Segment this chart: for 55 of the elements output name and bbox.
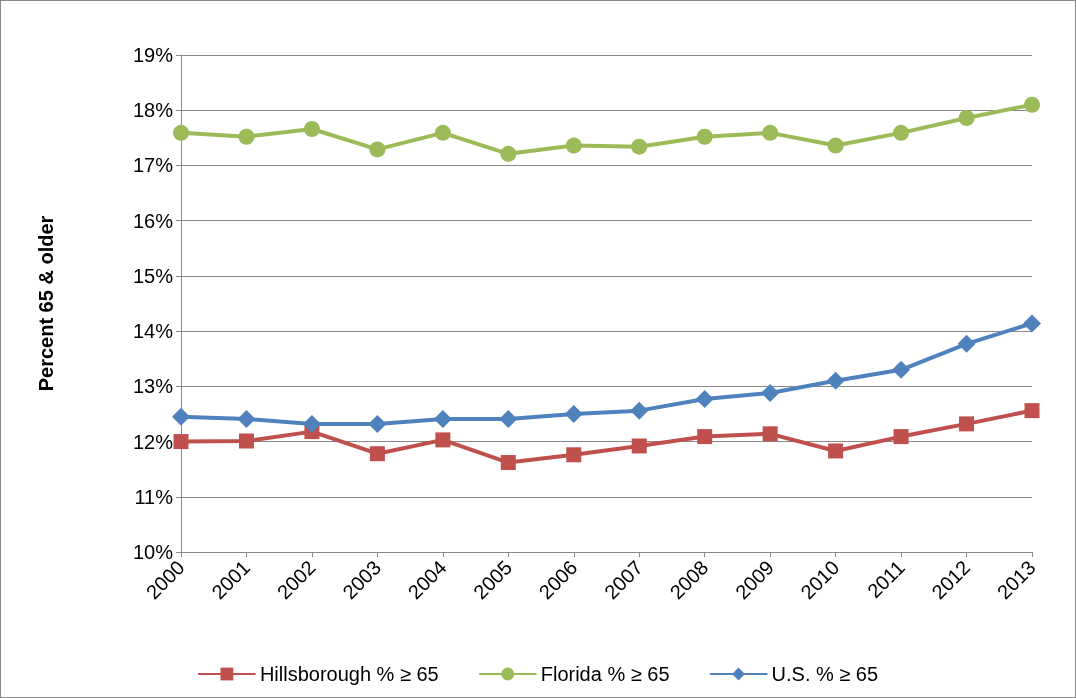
point — [957, 334, 976, 353]
point — [303, 121, 320, 137]
point — [238, 433, 254, 449]
point — [893, 429, 909, 445]
y-tick-label: 14% — [132, 320, 174, 343]
legend-label: U.S. % ≥ 65 — [771, 663, 879, 685]
point — [434, 124, 451, 141]
y-tick-label: 13% — [132, 375, 174, 398]
legend-label: Florida % ≥ 65 — [540, 663, 670, 685]
point — [827, 137, 844, 154]
legend-label: Hillsborough % ≥ 65 — [259, 663, 439, 685]
point — [959, 416, 975, 432]
y-tick-label: 16% — [132, 209, 174, 232]
point — [237, 409, 256, 428]
point — [369, 141, 386, 158]
point — [172, 407, 190, 426]
point — [368, 414, 387, 433]
y-tick-label: 11% — [134, 485, 174, 508]
point — [173, 124, 189, 141]
y-axis-title: Percent 65 & older — [35, 215, 57, 392]
y-tick-label: 17% — [132, 154, 174, 177]
point — [762, 426, 778, 442]
point — [500, 455, 516, 471]
point — [630, 401, 649, 420]
point — [631, 138, 648, 155]
point — [369, 446, 385, 462]
y-tick-label: 10% — [132, 541, 174, 563]
point — [631, 438, 647, 454]
point — [826, 371, 845, 390]
point — [761, 383, 780, 402]
point — [566, 447, 582, 463]
y-tick-label: 19% — [132, 44, 174, 66]
point — [892, 360, 911, 379]
point — [1024, 403, 1040, 419]
point — [1024, 96, 1040, 113]
y-tick-label: 18% — [132, 99, 174, 122]
point — [435, 432, 451, 448]
y-tick-label: 12% — [132, 430, 174, 453]
point — [500, 145, 517, 162]
point — [1023, 314, 1041, 333]
point — [238, 128, 255, 145]
point — [564, 404, 583, 423]
point — [695, 390, 714, 409]
point — [173, 434, 189, 450]
y-tick-label: 15% — [132, 264, 174, 287]
point — [697, 429, 713, 445]
point — [499, 409, 518, 428]
point — [828, 443, 844, 459]
point — [958, 109, 975, 126]
point — [762, 124, 779, 141]
point — [565, 137, 582, 154]
point — [302, 414, 321, 433]
point — [893, 124, 910, 141]
point — [696, 128, 713, 145]
point — [433, 409, 452, 428]
